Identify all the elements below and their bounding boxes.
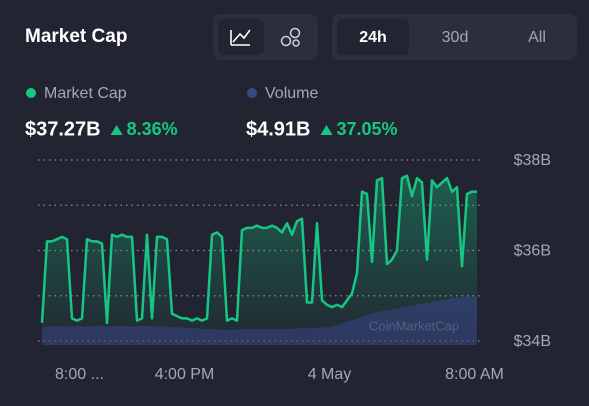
line [40,174,477,325]
volume-area [42,296,477,345]
watermark: CoinMarketCap [369,318,459,333]
x-tick-label: 4:00 PM [155,366,215,383]
candle-view-button[interactable] [280,27,301,47]
tab[interactable]: All [528,29,546,46]
icon-part [289,27,301,39]
tab[interactable]: 30d [442,29,469,46]
title: Market Cap [25,26,127,47]
summary-change: 8.36% [127,119,178,139]
up-arrow [110,125,123,135]
x-tick-label: 8:00 AM [445,366,504,383]
summary-value: $4.91B [246,118,311,140]
y-tick-label: $36B [514,243,551,260]
tab[interactable]: 24h [359,29,387,46]
y-tick-label: $38B [514,152,551,169]
summary-value: $37.27B [25,118,101,140]
legend-label: Volume [265,85,318,102]
legend-dot [247,88,257,98]
line-icon [230,29,251,46]
legend-dot [26,88,36,98]
x-tick-label: 8:00 ... [55,366,104,383]
tab-active-bg [337,19,409,55]
legend-label: Market Cap [44,85,127,102]
line-view-button[interactable] [218,19,264,55]
y-tick-label: $34B [514,333,551,350]
up-arrow [320,125,333,135]
summary-change: 37.05% [337,119,398,139]
icon-part [292,39,300,47]
icon-part [280,35,292,47]
x-tick-label: 4 May [308,366,352,383]
